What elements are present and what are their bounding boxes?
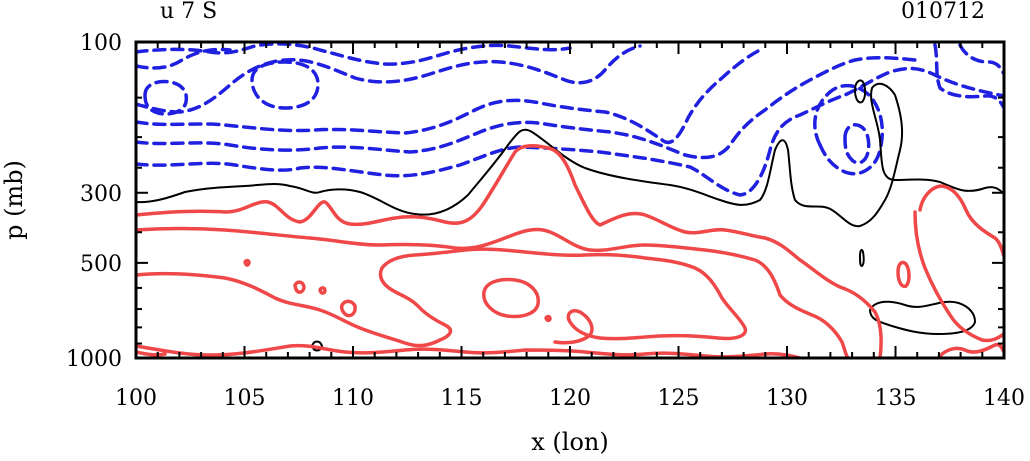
chart-title-right: 010712 xyxy=(901,0,985,24)
x-tick-label: 125 xyxy=(658,386,700,411)
pos-contour-13 xyxy=(918,184,1004,258)
neg-contour-cell-2 xyxy=(143,79,189,116)
neg-contour-cell-4 xyxy=(813,83,884,176)
x-tick-label: 100 xyxy=(115,386,157,411)
y-axis: 100 300 500 1000 xyxy=(66,31,1004,372)
pos-contour-1 xyxy=(136,144,883,358)
contour-lines xyxy=(136,42,1004,358)
neg-contour-8 xyxy=(958,43,1004,76)
neg-contour-7 xyxy=(933,43,1004,110)
pos-contour-3 xyxy=(136,247,748,348)
pos-contour-10 xyxy=(544,314,552,323)
x-axis: 100 105 110 115 120 125 130 135 140 xyxy=(115,42,1025,411)
x-tick-label: 140 xyxy=(983,386,1025,411)
x-tick-label: 120 xyxy=(549,386,591,411)
neg-contour-2 xyxy=(136,55,917,160)
pos-contour-14 xyxy=(913,210,1004,343)
negative-contours xyxy=(136,42,1004,197)
pos-contour-15 xyxy=(936,342,1004,358)
pos-contour-5 xyxy=(136,343,802,358)
pos-contour-2 xyxy=(136,226,850,358)
pos-contour-6 xyxy=(136,350,167,357)
x-tick-label: 105 xyxy=(224,386,266,411)
pos-contour-9 xyxy=(339,299,357,318)
y-tick-label: 300 xyxy=(80,182,122,207)
y-tick-label: 500 xyxy=(80,252,122,277)
pos-contour-7 xyxy=(293,280,306,294)
neg-contour-cell-3 xyxy=(843,123,871,165)
neg-contour-6 xyxy=(136,47,232,70)
x-axis-label: x (lon) xyxy=(531,428,608,456)
x-tick-label: 110 xyxy=(332,386,374,411)
pos-contour-8 xyxy=(318,286,327,295)
zero-contour-loop-3 xyxy=(869,300,976,335)
zero-contour-loop-2 xyxy=(859,248,865,267)
y-axis-label: p (mb) xyxy=(0,160,28,240)
neg-contour-4 xyxy=(136,44,642,114)
zero-contour-main xyxy=(136,82,1004,228)
pos-contour-12 xyxy=(896,260,911,289)
neg-contour-3 xyxy=(136,48,762,145)
chart-title-left: u 7 S xyxy=(160,0,217,24)
pos-contour-4 xyxy=(482,277,540,319)
pos-contour-11 xyxy=(243,258,251,267)
neg-contour-cell-1 xyxy=(250,60,320,110)
zero-contour-loop-4 xyxy=(311,340,323,352)
y-tick-label: 100 xyxy=(80,31,122,56)
x-tick-label: 135 xyxy=(875,386,917,411)
neg-contour-1 xyxy=(136,66,1004,197)
zero-contour-loop-1 xyxy=(854,79,867,104)
y-tick-label: 1000 xyxy=(66,347,122,372)
zero-contours xyxy=(136,79,1004,352)
x-tick-label: 115 xyxy=(441,386,483,411)
positive-contours xyxy=(136,144,1004,358)
neg-contour-5 xyxy=(136,42,572,66)
x-tick-label: 130 xyxy=(766,386,808,411)
